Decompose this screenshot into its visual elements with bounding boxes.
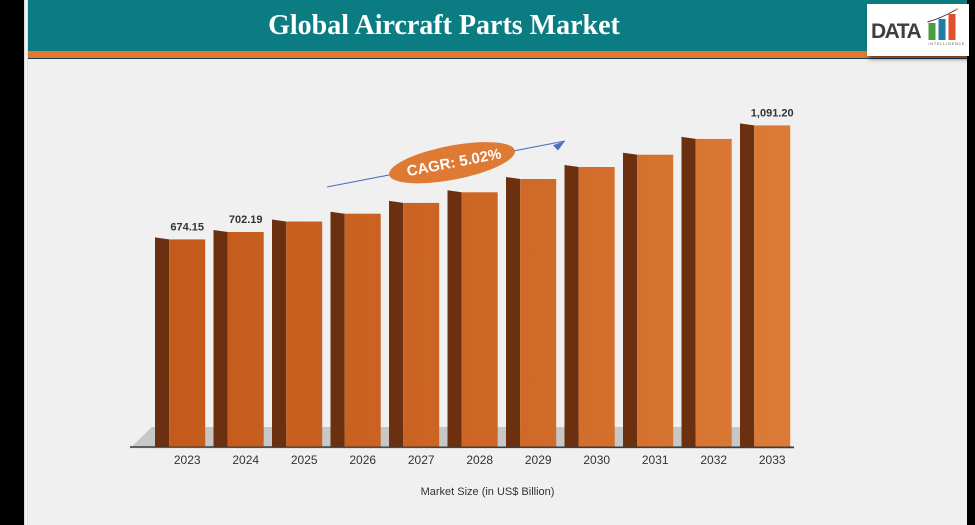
svg-text:INTELLIGENCE: INTELLIGENCE	[929, 42, 966, 46]
svg-text:DATA: DATA	[871, 20, 922, 43]
